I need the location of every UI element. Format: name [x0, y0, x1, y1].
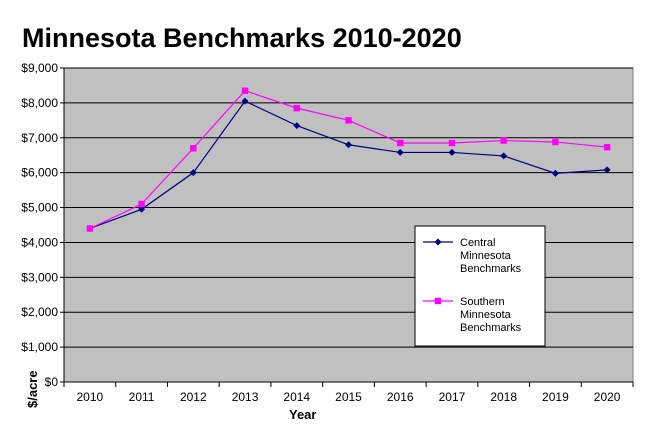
x-tick-label: 2011: [129, 390, 155, 404]
x-axis-label: Year: [289, 407, 316, 422]
data-point: [190, 145, 197, 152]
legend-label: Minnesota: [460, 309, 512, 321]
series-2: [86, 87, 611, 232]
data-point: [241, 87, 249, 94]
x-tick-label: 2014: [283, 390, 310, 404]
x-axis-ticks: 2010 2011 2012 2013 2014 2015 2016 2017 2018 2019…: [63, 382, 634, 404]
data-point: [396, 148, 404, 156]
y-tick-label: $8,000: [21, 96, 58, 110]
x-tick-label: 2017: [439, 390, 466, 404]
x-tick-label: 2013: [232, 390, 259, 404]
data-point: [397, 139, 404, 147]
y-tick-label: $3,000: [21, 270, 58, 284]
data-point: [448, 148, 456, 156]
series-layer: [86, 87, 611, 232]
plot-area: [63, 67, 634, 383]
data-point: [500, 137, 507, 144]
legend-label: Benchmarks: [460, 322, 522, 334]
data-point: [138, 200, 145, 208]
y-axis-ticks: $0 $1,000 $2,000 $3,000 $4,000 $5,000 $6,000 $7…: [21, 61, 64, 389]
legend: CentralMinnesotaBenchmarksSouthernMinnes…: [414, 225, 546, 347]
y-tick-label: $0: [45, 375, 59, 389]
legend-label: Minnesota: [460, 250, 512, 262]
data-point: [189, 169, 197, 177]
data-point: [603, 143, 611, 151]
legend-label: Benchmarks: [460, 263, 522, 275]
y-axis-label: $/acre: [25, 370, 40, 408]
y-tick-label: $2,000: [21, 305, 58, 319]
legend-marker: [434, 297, 442, 305]
data-point: [293, 122, 301, 130]
x-tick-label: 2016: [387, 390, 414, 404]
data-point: [500, 152, 508, 160]
data-point: [345, 117, 352, 124]
y-tick-label: $9,000: [21, 61, 58, 75]
y-tick-label: $6,000: [21, 166, 58, 180]
y-tick-label: $4,000: [21, 235, 58, 249]
legend-marker: [434, 238, 442, 246]
data-point: [86, 225, 94, 232]
legend-label: Central: [460, 237, 495, 249]
x-tick-label: 2018: [490, 390, 517, 404]
data-point: [552, 138, 559, 146]
data-point: [551, 169, 559, 177]
x-tick-label: 2015: [335, 390, 362, 404]
data-point: [448, 139, 456, 147]
legend-label: Southern: [460, 296, 505, 308]
x-tick-label: 2012: [180, 390, 207, 404]
y-tick-label: $1,000: [21, 340, 58, 354]
legend-box: [414, 225, 546, 347]
x-tick-label: 2020: [594, 390, 621, 404]
data-point: [345, 141, 352, 149]
x-tick-label: 2010: [77, 390, 104, 404]
legend-items: CentralMinnesotaBenchmarksSouthernMinnes…: [423, 237, 522, 334]
y-tick-label: $7,000: [21, 131, 58, 145]
chart-title: Minnesota Benchmarks 2010-2020: [22, 23, 462, 53]
data-point: [138, 205, 146, 213]
data-point: [293, 104, 300, 112]
data-point: [603, 166, 611, 174]
y-tick-label: $5,000: [21, 201, 58, 215]
data-point: [241, 97, 249, 105]
x-tick-label: 2019: [542, 390, 569, 404]
gridlines: [64, 67, 633, 348]
